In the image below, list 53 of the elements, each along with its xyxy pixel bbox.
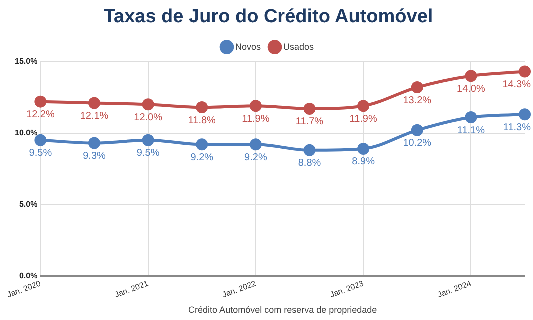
point	[34, 96, 47, 108]
x-tick-label: Jan. 2020	[6, 278, 43, 300]
point	[250, 138, 262, 151]
x-tick-label: Jan. 2024	[436, 278, 474, 300]
point	[142, 134, 154, 146]
data-label: 9.3%	[83, 151, 106, 162]
data-label: 11.8%	[188, 115, 216, 126]
data-label: 14.0%	[457, 84, 486, 95]
point	[304, 102, 316, 115]
data-label: 9.5%	[136, 148, 160, 160]
data-label: 11.1%	[457, 125, 486, 136]
y-tick-label: 10.0%	[14, 128, 38, 138]
data-label: 14.3%	[502, 80, 532, 91]
point	[465, 112, 478, 124]
data-label: 9.5%	[29, 148, 52, 160]
data-label: 12.2%	[26, 110, 55, 121]
point	[411, 82, 424, 94]
data-label: 13.2%	[403, 95, 432, 106]
point	[358, 100, 370, 112]
data-label: 12.0%	[134, 112, 163, 124]
data-label: 9.2%	[244, 152, 268, 164]
data-label: 9.2%	[190, 152, 214, 164]
legend-label: Novos	[235, 42, 262, 52]
point	[88, 97, 100, 110]
legend-label: Usados	[283, 42, 315, 52]
point	[411, 124, 424, 136]
data-label: 10.2%	[403, 138, 432, 150]
x-tick-label: Jan. 2022	[221, 278, 258, 300]
x-axis-title: Crédito Automóvel com reserva de propriedade	[188, 305, 378, 316]
point	[88, 137, 100, 150]
y-tick-label: 0.0%	[19, 271, 38, 280]
data-label: 11.3%	[503, 122, 532, 134]
data-label: 8.9%	[352, 156, 376, 168]
x-tick-label: Jan. 2023	[328, 278, 366, 300]
y-tick-label: 5.0%	[19, 200, 38, 209]
data-label: 11.9%	[350, 114, 378, 125]
point	[465, 70, 478, 82]
point	[358, 142, 370, 155]
chart-title: Taxas de Juro do Crédito Automóvel	[104, 6, 434, 28]
point	[519, 66, 531, 78]
point	[519, 108, 531, 121]
data-label: 11.7%	[296, 116, 324, 128]
data-label: 11.9%	[242, 114, 270, 125]
point	[196, 138, 208, 151]
point	[304, 144, 316, 156]
data-label: 8.8%	[298, 158, 322, 170]
point	[34, 134, 47, 146]
x-tick-label: Jan. 2021	[114, 278, 150, 300]
point	[142, 98, 154, 111]
point	[196, 102, 208, 114]
data-label: 12.1%	[80, 110, 109, 122]
point	[250, 100, 262, 112]
y-tick-label: 15.0%	[14, 57, 38, 66]
